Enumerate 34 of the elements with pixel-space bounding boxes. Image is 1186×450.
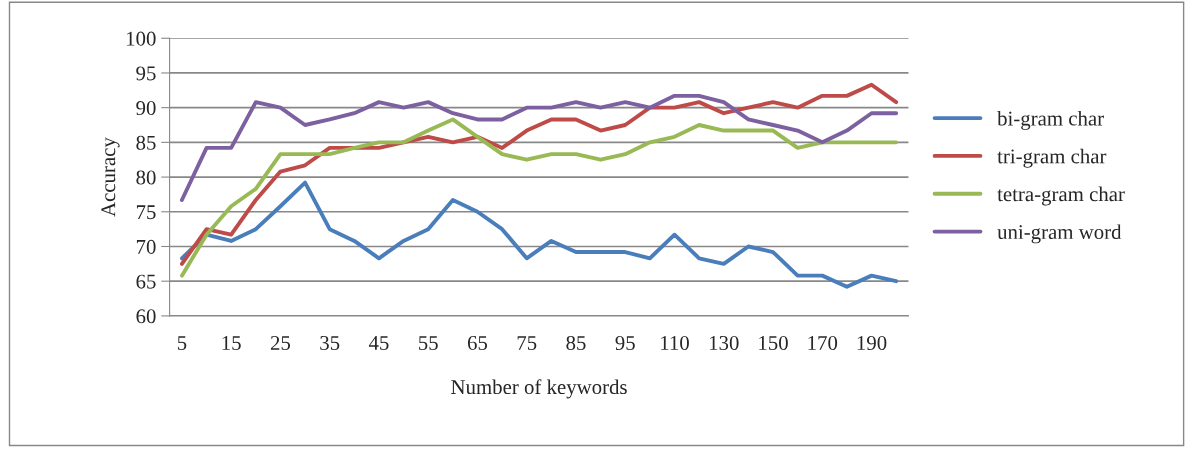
- x-tick-label: 110: [661, 335, 689, 351]
- y-tick-label: 95: [136, 66, 156, 81]
- legend-label: tri-gram char: [997, 148, 1107, 168]
- x-tick-label: 45: [368, 336, 389, 351]
- y-axis-title: Accuracy: [101, 137, 120, 217]
- legend-label: bi-gram char: [997, 110, 1104, 130]
- legend-label: tetra-gram char: [997, 186, 1125, 206]
- x-axis-title: Number of keywords: [451, 379, 627, 399]
- x-tick-label: 170: [808, 335, 838, 351]
- x-tick-label: 5: [177, 336, 187, 351]
- x-tick-label: 85: [566, 335, 586, 351]
- x-tick-label: 150: [759, 335, 788, 351]
- y-tick-label: 80: [136, 170, 156, 185]
- x-tick-label: 35: [320, 336, 340, 351]
- y-tick-label: 85: [136, 135, 156, 150]
- legend-label: uni-gram word: [997, 224, 1122, 244]
- x-tick-label: 95: [615, 336, 635, 351]
- x-tick-label: 15: [222, 336, 241, 351]
- y-tick-label: 90: [136, 101, 156, 116]
- line-series: [179, 117, 899, 278]
- x-tick-label: 190: [857, 335, 887, 351]
- line-series: [179, 180, 899, 289]
- line-series: [179, 93, 899, 202]
- y-tick-label: 70: [136, 239, 156, 254]
- line-series: [179, 82, 899, 266]
- y-tick-label: 100: [126, 31, 156, 46]
- x-tick-label: 25: [270, 336, 291, 351]
- y-tick-label: 60: [136, 309, 156, 324]
- x-tick-label: 65: [467, 336, 488, 351]
- y-tick-label: 65: [136, 274, 156, 289]
- x-tick-label: 130: [709, 335, 739, 351]
- x-tick-label: 75: [517, 336, 537, 351]
- y-tick-label: 75: [136, 205, 156, 220]
- x-tick-label: 55: [419, 336, 438, 351]
